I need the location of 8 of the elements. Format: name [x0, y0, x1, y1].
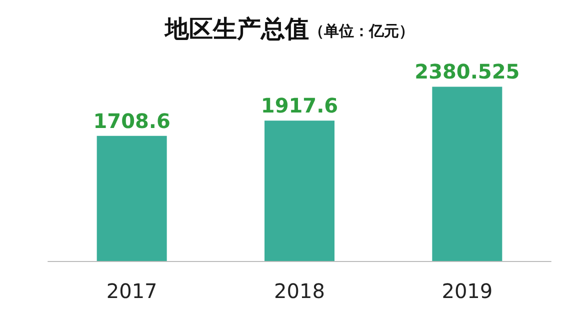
x-tick-label: 2019: [442, 279, 493, 303]
chart-title: 地区生产总值: [164, 15, 309, 43]
data-label: 1708.6: [93, 108, 170, 133]
x-tick-label: 2018: [274, 279, 325, 303]
x-tick-label: 2017: [106, 279, 158, 303]
data-label: 2380.525: [414, 60, 520, 84]
chart-subtitle: （单位：亿元）: [309, 22, 414, 40]
data-label: 1917.6: [260, 94, 338, 118]
